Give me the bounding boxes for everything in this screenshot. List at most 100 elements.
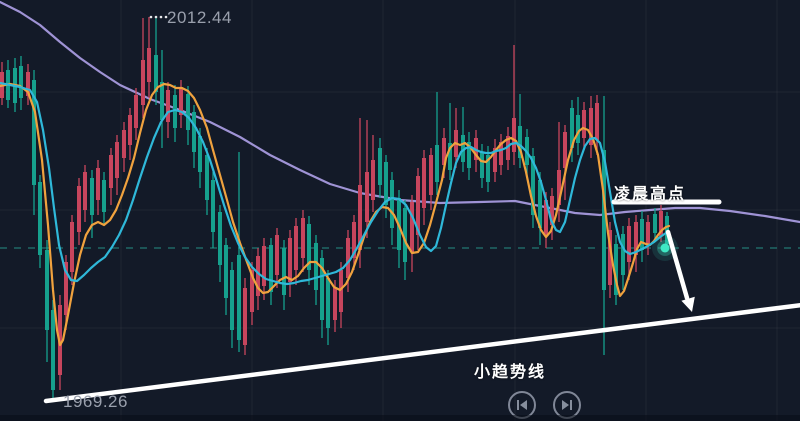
- candle-body: [160, 82, 164, 120]
- skip-forward-icon: [561, 399, 573, 411]
- candle-body: [653, 214, 657, 233]
- candle-body: [128, 115, 132, 145]
- candle-body: [442, 138, 446, 165]
- high-marker-dot: [159, 15, 163, 19]
- high-marker-dot: [154, 15, 158, 19]
- candle-body: [480, 152, 484, 178]
- candle-body: [115, 142, 119, 178]
- candle-body: [518, 126, 522, 158]
- candle-body: [230, 270, 234, 330]
- candle-body: [538, 180, 542, 228]
- time-axis-strip: [0, 415, 800, 421]
- dawn-high-annotation: 凌晨高点: [614, 184, 687, 203]
- candle-body: [147, 48, 151, 82]
- candle-body: [486, 155, 490, 182]
- candle-body: [282, 248, 286, 295]
- candle-body: [550, 196, 554, 225]
- candle-body: [416, 176, 420, 235]
- candle-body: [422, 158, 426, 208]
- candle-body: [307, 224, 311, 270]
- candle-body: [38, 182, 42, 255]
- candle-body: [544, 200, 548, 235]
- candle-body: [429, 155, 433, 195]
- candle-body: [467, 142, 471, 168]
- candle-body: [384, 162, 388, 205]
- candle-body: [90, 178, 94, 215]
- candle-body: [45, 250, 49, 330]
- current-price-dot: [660, 243, 670, 253]
- candle-body: [640, 219, 644, 250]
- down-arrow-shaft[interactable]: [665, 229, 690, 301]
- candle-body: [506, 136, 510, 160]
- candle-body: [563, 132, 567, 168]
- candle-body: [154, 55, 158, 92]
- candle-body: [141, 60, 145, 105]
- candle-body: [198, 136, 202, 172]
- candle-body: [77, 186, 81, 232]
- high-marker-dot: [149, 15, 153, 19]
- candle-body: [595, 103, 599, 140]
- candle-body: [186, 94, 190, 130]
- candle-body: [243, 288, 247, 345]
- candle-body: [499, 142, 503, 165]
- candle-body: [493, 148, 497, 172]
- high-marker-dot: [164, 15, 168, 19]
- candle-body: [262, 246, 266, 286]
- candle-body: [70, 222, 74, 272]
- candle-body: [352, 222, 356, 258]
- candle-body: [269, 245, 273, 292]
- down-arrow-head: [681, 296, 695, 312]
- trendline-annotation: 小趋势线: [474, 362, 547, 381]
- candle-body: [218, 212, 222, 265]
- low-price-label: 1969.26: [63, 392, 128, 411]
- candle-body: [301, 218, 305, 258]
- candle-body: [237, 255, 241, 340]
- candle-body: [461, 135, 465, 162]
- candle-body: [621, 234, 625, 275]
- candle-body: [608, 230, 612, 285]
- candle-body: [320, 258, 324, 320]
- candle-body: [288, 238, 292, 282]
- trendline-drawing[interactable]: [43, 302, 800, 404]
- candle-body: [250, 270, 254, 312]
- candle-body: [275, 235, 279, 275]
- high-price-label: 2012.44: [167, 8, 232, 27]
- candle-body: [96, 168, 100, 200]
- candle-body: [26, 72, 30, 96]
- ma-mid-cyan-line: [0, 81, 671, 286]
- candle-body: [576, 115, 580, 143]
- candle-body: [64, 262, 68, 315]
- candle-body: [109, 155, 113, 188]
- candle-body: [371, 160, 375, 200]
- candle-body: [179, 88, 183, 115]
- candle-body: [634, 222, 638, 255]
- candle-body: [365, 172, 369, 222]
- candle-body: [646, 222, 650, 245]
- candle-body: [19, 66, 23, 98]
- candle-body: [346, 238, 350, 278]
- candle-body: [32, 80, 36, 185]
- candle-body: [122, 130, 126, 158]
- candle-body: [512, 118, 516, 152]
- candle-body: [390, 180, 394, 228]
- candle-body: [582, 110, 586, 138]
- candle-body: [557, 170, 561, 205]
- candle-body: [314, 243, 318, 290]
- candle-body: [326, 278, 330, 328]
- candle-body: [102, 180, 106, 212]
- candle-body: [205, 155, 209, 200]
- candle-body: [294, 226, 298, 270]
- candle-body: [602, 150, 606, 290]
- candle-body: [339, 270, 343, 312]
- candle-body: [435, 145, 439, 182]
- candle-body: [410, 202, 414, 252]
- candle-body: [531, 156, 535, 215]
- candle-body: [378, 148, 382, 185]
- candle-body: [358, 185, 362, 250]
- candle-body: [333, 288, 337, 320]
- candle-body: [589, 108, 593, 145]
- candle-body: [627, 226, 631, 262]
- candle-body: [51, 310, 55, 390]
